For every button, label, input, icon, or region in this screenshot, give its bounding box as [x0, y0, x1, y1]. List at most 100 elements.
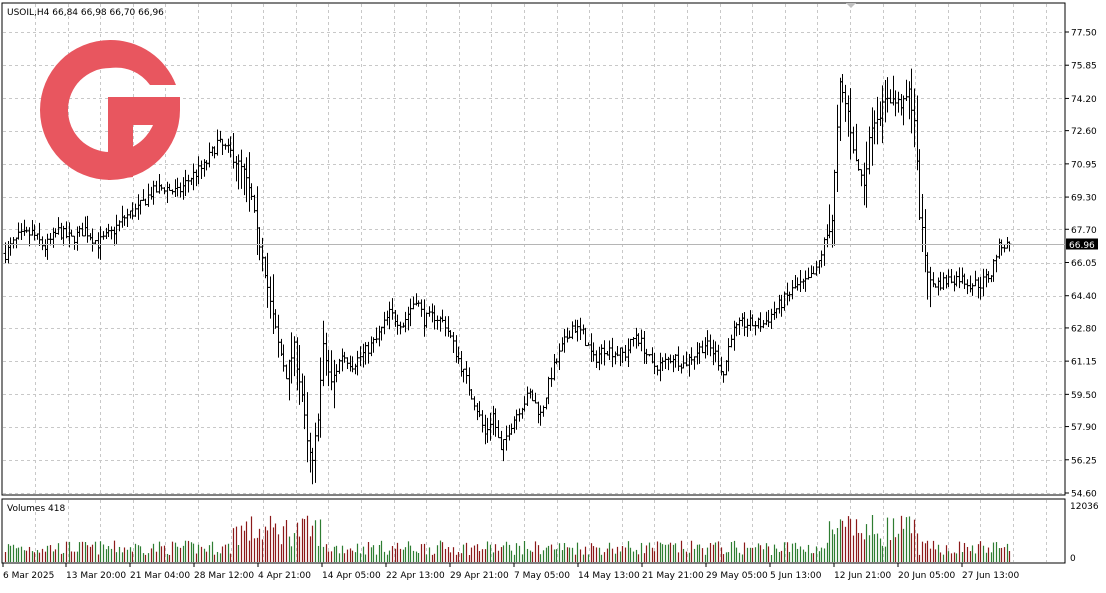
time-tick-label: 12 Jun 21:00 [834, 571, 891, 581]
volume-pane-frame [1, 498, 1066, 564]
ohlc-bar [483, 414, 488, 445]
ohlc-bar [8, 237, 13, 256]
ohlc-bar [297, 344, 302, 405]
ohlc-bar [403, 311, 408, 333]
ohlc-bar [191, 163, 196, 191]
ohlc-bar [888, 89, 893, 104]
main-pane-frame [1, 2, 1066, 496]
ohlc-bar [499, 430, 504, 451]
ohlc-bar [636, 333, 641, 347]
ohlc-bar [954, 271, 959, 287]
ohlc-bar [138, 199, 143, 215]
ohlc-bar [639, 329, 644, 352]
current-price-tag: 66.96 [3, 238, 1098, 251]
ohlc-bar [11, 237, 16, 249]
ohlc-bar [136, 194, 141, 220]
ohlc-bar [764, 311, 769, 326]
ohlc-bar [692, 356, 697, 370]
ohlc-bar [811, 266, 816, 275]
ohlc-bar [774, 308, 779, 319]
volume-tick-label: 0 [1070, 554, 1076, 564]
time-tick-label: 14 Apr 05:00 [322, 571, 381, 581]
ohlc-bar [801, 278, 806, 290]
ohlc-bar [467, 367, 472, 396]
ohlc-bar [435, 315, 440, 330]
ohlc-bar [557, 343, 562, 370]
ohlc-bar [56, 217, 61, 235]
time-tick-label: 29 Apr 21:00 [450, 571, 509, 581]
ohlc-bar [623, 344, 628, 362]
ohlc-bar [885, 77, 890, 113]
ohlc-bar [530, 389, 535, 402]
ohlc-bar [257, 227, 262, 261]
ohlc-bar [652, 353, 657, 375]
ohlc-bar [525, 386, 530, 407]
ohlc-bar [878, 101, 883, 127]
scroll-marker-icon[interactable] [846, 3, 856, 8]
ohlc-bar [236, 154, 241, 190]
ohlc-bar [167, 183, 172, 191]
ohlc-bar [273, 309, 278, 329]
ohlc-bar [16, 222, 21, 240]
ohlc-bar [544, 397, 549, 410]
ohlc-bar [390, 298, 395, 320]
ohlc-bar [984, 268, 989, 288]
ohlc-bar [663, 353, 668, 370]
time-tick-label: 7 May 05:00 [514, 571, 570, 581]
ohlc-bar [875, 96, 880, 145]
ohlc-bar [284, 364, 289, 380]
ohlc-bar [512, 416, 517, 434]
ohlc-bar [962, 273, 967, 289]
ohlc-bar [827, 204, 832, 239]
ohlc-bar [599, 344, 604, 365]
time-tick-label: 6 Mar 2025 [3, 571, 54, 581]
ohlc-bar [817, 260, 822, 274]
volumes-label: Volumes 418 [7, 504, 65, 514]
ohlc-bar [997, 238, 1002, 259]
ohlc-bar [607, 340, 612, 360]
ohlc-bar [697, 342, 702, 364]
ohlc-bar [891, 75, 896, 106]
price-tick-label: 62.80 [1071, 324, 1097, 334]
ohlc-bar [186, 174, 191, 193]
ohlc-bar [726, 338, 731, 372]
ohlc-bar [305, 392, 310, 463]
ohlc-bar [157, 173, 162, 194]
ohlc-bar [14, 237, 19, 249]
ohlc-bar [973, 270, 978, 287]
ohlc-bar [514, 409, 519, 430]
ohlc-bar [748, 310, 753, 331]
ohlc-bar [382, 311, 387, 335]
ohlc-bar [862, 162, 867, 206]
ohlc-bar [970, 283, 975, 296]
ohlc-bar [986, 271, 991, 283]
ohlc-bar [795, 277, 800, 291]
ohlc-bar [133, 203, 138, 217]
ohlc-bar [355, 350, 360, 376]
ohlc-bar [769, 308, 774, 329]
ohlc-bar [302, 375, 307, 430]
ohlc-bar [218, 130, 223, 143]
ohlc-bar [313, 422, 318, 483]
ohlc-bar [798, 269, 803, 293]
ohlc-bar [705, 330, 710, 356]
ohlc-bar [809, 265, 814, 279]
ohlc-bar [321, 320, 326, 387]
ohlc-bar [742, 312, 747, 337]
ohlc-bar [538, 405, 543, 426]
price-tick-label: 54.60 [1071, 490, 1097, 500]
price-tick-label: 64.40 [1071, 292, 1097, 302]
time-tick-label: 21 Mar 04:00 [130, 571, 190, 581]
ohlc-bar [387, 301, 392, 330]
ohlc-bar [265, 252, 270, 308]
ohlc-bar [700, 340, 705, 354]
ohlc-bar [220, 138, 225, 156]
ohlc-bar [689, 347, 694, 365]
ohlc-bar [215, 129, 220, 156]
ohlc-bar [615, 346, 620, 357]
ohlc-bar [650, 347, 655, 364]
time-tick-label: 4 Apr 21:00 [258, 571, 311, 581]
ohlc-bar [872, 110, 877, 145]
